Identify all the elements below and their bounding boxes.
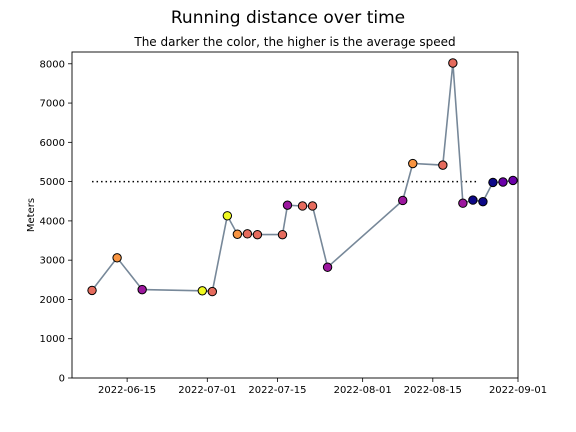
- data-point: [498, 177, 508, 187]
- data-points: [87, 58, 518, 297]
- data-point: [438, 160, 448, 170]
- data-point: [282, 200, 293, 210]
- data-point: [408, 158, 418, 169]
- data-point: [307, 201, 318, 211]
- data-point: [87, 285, 97, 296]
- x-tick-label: 2022-08-01: [334, 385, 392, 396]
- y-tick-label: 6000: [40, 138, 65, 149]
- data-point: [478, 196, 488, 207]
- plot-area: [72, 52, 518, 378]
- data-point: [398, 195, 408, 206]
- data-point: [222, 211, 233, 221]
- data-point: [207, 286, 218, 297]
- y-tick-label: 7000: [40, 99, 65, 110]
- data-point: [252, 229, 263, 240]
- y-tick-label: 2000: [40, 295, 65, 306]
- data-point: [297, 201, 308, 211]
- plot-frame: [71, 51, 519, 379]
- x-tick-label: 2022-07-15: [248, 385, 306, 396]
- data-point: [277, 229, 288, 240]
- x-tick-label: 2022-06-15: [98, 385, 156, 396]
- data-point: [112, 253, 122, 263]
- y-axis-label: Meters: [26, 198, 37, 232]
- chart-title: Running distance over time: [171, 8, 405, 28]
- y-tick-label: 1000: [40, 334, 65, 345]
- data-point: [468, 195, 478, 205]
- data-point: [508, 175, 518, 186]
- y-axis: 0 1000 2000 3000 4000 5000 6000 7000 8000: [40, 59, 72, 385]
- data-point: [232, 229, 243, 239]
- data-point: [488, 177, 498, 188]
- chart-subtitle: The darker the color, the higher is the …: [133, 35, 455, 49]
- data-point: [448, 58, 458, 68]
- data-point: [137, 284, 147, 295]
- data-point: [458, 198, 468, 208]
- x-axis: 2022-06-15 2022-07-01 2022-07-15 2022-08-01…: [98, 378, 547, 396]
- y-tick-label: 3000: [40, 256, 65, 267]
- data-point: [242, 229, 253, 239]
- y-tick-label: 4000: [40, 216, 65, 227]
- y-tick-label: 8000: [40, 59, 65, 70]
- data-point: [322, 262, 333, 272]
- y-tick-label: 0: [59, 374, 65, 385]
- x-tick-label: 2022-09-01: [489, 385, 547, 396]
- x-tick-label: 2022-07-01: [178, 385, 236, 396]
- y-tick-label: 5000: [40, 177, 65, 188]
- data-point: [197, 286, 207, 296]
- x-tick-label: 2022-08-15: [404, 385, 462, 396]
